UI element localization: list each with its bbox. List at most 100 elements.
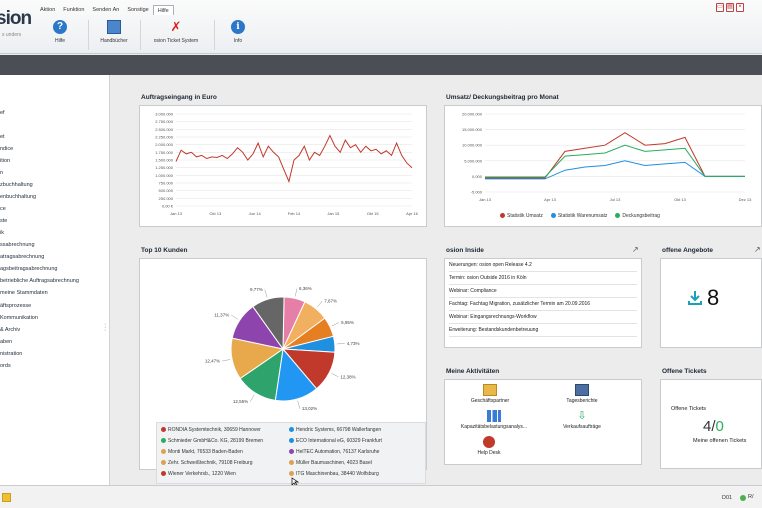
- legend-label: Zehr. Schweißtechnik, 79108 Freiburg: [168, 460, 253, 466]
- legend-dot: [289, 460, 294, 466]
- pie-label: 7,67%: [324, 299, 337, 304]
- y-tick-label: 10.000.000: [462, 143, 483, 148]
- legend-item: Monti Markt, 76533 Baden-Baden: [161, 449, 243, 455]
- sidebar-item[interactable]: atragsabrechnung: [0, 254, 45, 260]
- legend-label: RONDIA Systemtechnik, 30659 Hannover: [168, 427, 261, 433]
- sidebar-item[interactable]: ef: [0, 110, 5, 116]
- x-tick-label: Feb 14: [288, 211, 301, 216]
- sidebar-item[interactable]: meine Stammdaten: [0, 290, 48, 296]
- notes-icon[interactable]: [2, 493, 11, 502]
- ribbon: sion s unders Aktion Funktion Senden An …: [0, 0, 762, 54]
- x-tick-label: Jun 14: [249, 211, 262, 216]
- activity-tagesberichte[interactable]: Tagesberichte: [557, 384, 607, 404]
- x-tick-label: Dez 13: [739, 197, 752, 202]
- sidebar-item[interactable]: enbuchhaltung: [0, 194, 37, 200]
- status-online-icon: [740, 495, 746, 501]
- tab-senden-an[interactable]: Senden An: [92, 7, 120, 13]
- tickets-panel[interactable]: Offene Tickets 4/0 Meine offenen Tickets: [660, 379, 762, 469]
- sidebar-item[interactable]: ndice: [0, 146, 14, 152]
- sidebar-item[interactable]: ords: [0, 363, 11, 369]
- tab-aktion[interactable]: Aktion: [40, 7, 56, 13]
- pie-leader-line: [297, 400, 301, 409]
- legend-label: ITG Maschinenbau, 38440 Wolfsburg: [296, 471, 379, 477]
- inside-panel: Neuerungen: osion open Release 4.2 Termi…: [444, 258, 642, 348]
- angebote-panel[interactable]: 8: [660, 258, 762, 348]
- sidebar-item[interactable]: ce: [0, 206, 6, 212]
- tickets-value: 4/0: [703, 418, 724, 435]
- x-tick-label: Jan 13: [479, 197, 492, 202]
- y-tick-label: 3.000.000: [155, 112, 174, 117]
- x-tick-label: Jul 13: [610, 197, 621, 202]
- news-item[interactable]: Erweiterung: Bestandskundenbetreuung: [449, 324, 637, 337]
- legend-item: Schmieder GmbH&Co. KG, 28199 Bremen: [161, 438, 263, 444]
- activity-kapazitaet[interactable]: Kapazitätsbelastungsanalys...: [449, 410, 539, 430]
- sidebar-item[interactable]: zbuchhaltung: [0, 182, 33, 188]
- activity-help-desk[interactable]: Help Desk: [469, 436, 509, 456]
- legend-item: Statistik Umsatz: [500, 213, 543, 219]
- expand-icon[interactable]: ↗: [632, 245, 639, 254]
- y-tick-label: 15.000.000: [462, 127, 483, 132]
- help-button[interactable]: ? Hilfe: [48, 20, 72, 52]
- legend-dot: [289, 438, 294, 444]
- sidebar-item[interactable]: ition: [0, 158, 11, 164]
- pie-label: 12,38%: [340, 374, 355, 379]
- tab-hilfe[interactable]: Hilfe: [152, 5, 174, 15]
- news-item[interactable]: Webinar: Eingangsrechnungs-Workflow: [449, 311, 637, 324]
- sidebar-item[interactable]: n: [0, 170, 4, 176]
- tab-sonstige[interactable]: Sonstige: [127, 7, 149, 13]
- sidebar-item[interactable]: äftsprozesse: [0, 303, 32, 309]
- legend-item: Statistik Warenumsatz: [550, 213, 607, 219]
- print-icon[interactable]: ▭: [716, 3, 724, 12]
- pdf-icon[interactable]: ▤: [726, 3, 734, 12]
- news-item[interactable]: Webinar: Compliance: [449, 285, 637, 298]
- download-icon: ⇩: [577, 410, 587, 422]
- tab-funktion[interactable]: Funktion: [63, 7, 85, 13]
- y-tick-label: 0,00 €: [162, 204, 174, 209]
- pie-label: 12,55%: [233, 399, 248, 404]
- top10-pie-chart: 6,36% 7,67% 5,95% 4,73% 12,38% 13,02% 12,55% 12…: [205, 286, 360, 411]
- sidebar-item[interactable]: ste: [0, 218, 8, 224]
- expand-icon[interactable]: ↗: [754, 245, 761, 254]
- legend-dot: [289, 449, 294, 455]
- splitter-handle[interactable]: · · ·: [104, 321, 107, 334]
- sidebar-item[interactable]: nistration: [0, 351, 23, 357]
- series-line: [485, 132, 745, 179]
- sidebar: ef et ndice ition n zbuchhaltung enbuchh…: [0, 75, 110, 485]
- y-tick-label: 5.000.000: [464, 158, 483, 163]
- sidebar-item[interactable]: & Archiv: [0, 327, 21, 333]
- inside-title: osion Inside: [446, 247, 484, 254]
- ticket-system-button[interactable]: ✗ osion Ticket System: [144, 20, 208, 52]
- pie-slice[interactable]: [252, 296, 285, 351]
- umsatz-panel: -5.000 0,000 5.000.000 10.000.000 15.000.000…: [444, 105, 762, 227]
- sidebar-item[interactable]: betriebliche Auftragsabrechnung: [0, 278, 79, 284]
- info-icon: i: [231, 20, 245, 34]
- activity-label: Tagesberichte: [566, 398, 598, 404]
- pie-leader-line: [331, 322, 340, 327]
- y-tick-label: 1.250.000: [155, 165, 174, 170]
- app-logo: sion s unders: [0, 8, 36, 48]
- auftrag-chart: 0,00 € 250.000 500.000 750.000 1.000.000 1.25…: [155, 112, 419, 217]
- x-tick-label: Okt 13: [674, 197, 687, 202]
- pie-leader-line: [294, 288, 298, 297]
- news-item[interactable]: Termin: osion Outside 2016 in Köln: [449, 272, 637, 285]
- x-tick-label: Apr 16: [406, 211, 419, 216]
- aktivitaeten-panel: Geschäftspartner Tagesberichte Kapazität…: [444, 379, 642, 465]
- sidebar-item[interactable]: Kommunikation: [0, 315, 38, 321]
- info-button[interactable]: i Info: [226, 20, 250, 52]
- legend-label: Müller Baumaschinen, 4023 Basel: [296, 460, 372, 466]
- sidebar-item[interactable]: ik: [0, 230, 4, 236]
- legend-dot: [550, 213, 556, 219]
- activity-verkaufsauftraege[interactable]: ⇩ Verkaufsaufträge: [557, 410, 607, 430]
- ribbon-divider: [88, 20, 89, 50]
- handbuecher-button[interactable]: Handbücher: [94, 20, 134, 52]
- sidebar-item[interactable]: agsbeitragsabrechnung: [0, 266, 58, 272]
- sidebar-item[interactable]: ssabrechnung: [0, 242, 35, 248]
- activity-geschaeftspartner[interactable]: Geschäftspartner: [465, 384, 515, 404]
- news-item[interactable]: Fachtag: Fachtag Migration, zusätzlicher…: [449, 298, 637, 311]
- sidebar-item[interactable]: et: [0, 134, 5, 140]
- tickets-value-accent: 0: [715, 418, 724, 435]
- sidebar-item[interactable]: aben: [0, 339, 13, 345]
- news-item[interactable]: Neuerungen: osion open Release 4.2: [449, 259, 637, 272]
- auftrag-title: Auftragseingang in Euro: [141, 94, 217, 101]
- close-icon[interactable]: ×: [736, 3, 744, 12]
